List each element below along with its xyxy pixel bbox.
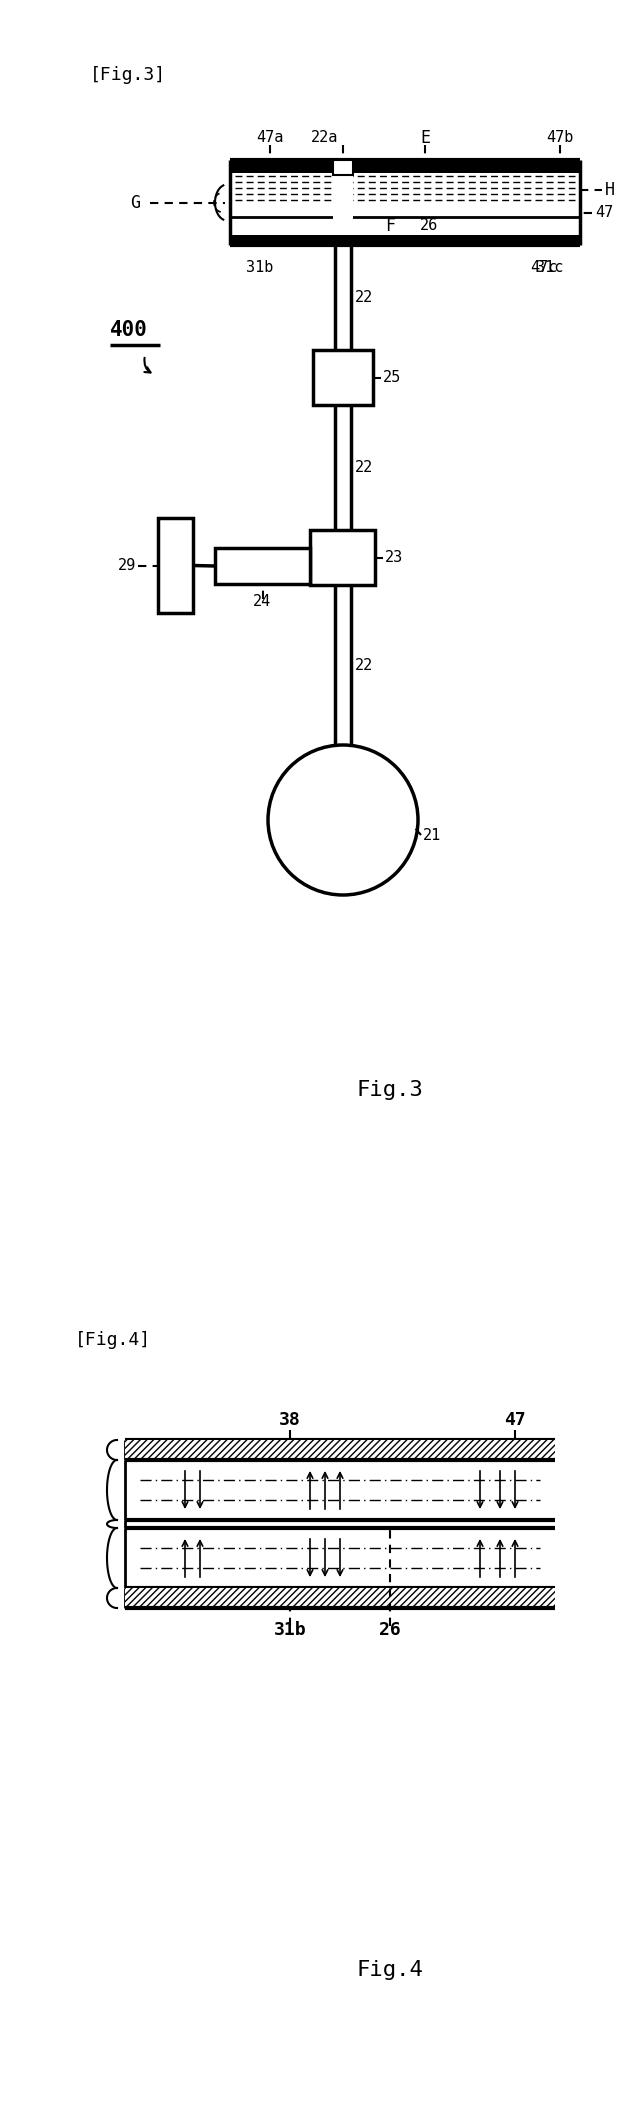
Bar — [333, 174, 353, 222]
Text: 26: 26 — [379, 1621, 401, 1638]
Text: 21: 21 — [423, 829, 441, 843]
Text: 31b: 31b — [246, 259, 273, 275]
Bar — [230, 161, 580, 174]
Text: H: H — [605, 180, 615, 199]
Text: 22: 22 — [355, 290, 373, 305]
Text: [Fig.3]: [Fig.3] — [90, 66, 166, 85]
Text: 22: 22 — [355, 460, 373, 475]
Text: 400: 400 — [110, 320, 148, 339]
Bar — [125, 1587, 555, 1608]
Bar — [310, 530, 375, 585]
Text: E: E — [420, 129, 430, 146]
Text: Fig.3: Fig.3 — [356, 1081, 423, 1100]
Text: 47c: 47c — [530, 259, 557, 275]
Text: [Fig.4]: [Fig.4] — [75, 1331, 151, 1350]
Text: 25: 25 — [383, 371, 401, 386]
Bar — [125, 1441, 555, 1460]
Text: 47a: 47a — [256, 131, 284, 146]
Text: 22a: 22a — [311, 131, 338, 146]
Text: 24: 24 — [254, 595, 272, 610]
Text: 29: 29 — [118, 557, 136, 572]
Text: 26: 26 — [420, 218, 438, 233]
Bar — [215, 549, 310, 585]
Bar — [230, 235, 580, 246]
Text: Fig.4: Fig.4 — [356, 1960, 423, 1979]
Text: 47: 47 — [595, 206, 613, 220]
Circle shape — [268, 746, 418, 894]
Bar — [333, 161, 353, 176]
Text: 22: 22 — [355, 657, 373, 672]
Text: 31b: 31b — [273, 1621, 306, 1638]
Text: 31c: 31c — [536, 259, 564, 275]
Text: G: G — [130, 193, 140, 212]
Bar — [313, 350, 373, 405]
Text: 47: 47 — [504, 1411, 526, 1428]
Text: 47b: 47b — [546, 131, 574, 146]
Bar — [158, 517, 193, 612]
Text: 38: 38 — [279, 1411, 301, 1428]
Text: F: F — [385, 216, 395, 235]
Text: 23: 23 — [385, 551, 403, 566]
